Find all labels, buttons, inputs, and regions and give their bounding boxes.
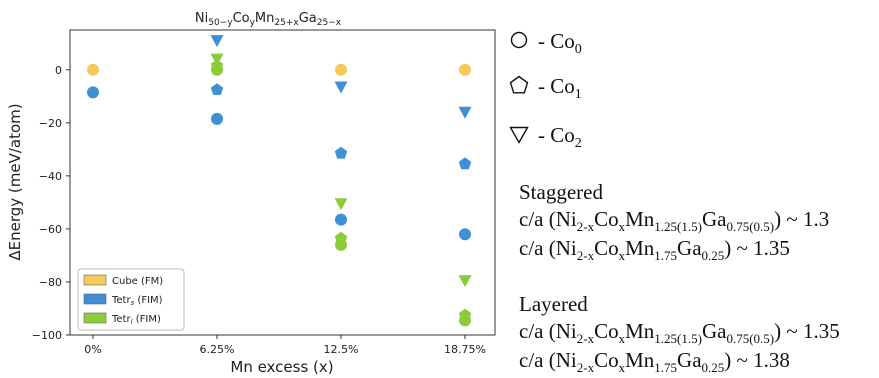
legend-label: Tetrs (FIM): [111, 295, 163, 307]
circle-icon: [510, 31, 528, 49]
y-tick-label: −100: [32, 329, 62, 342]
layered-line-2: c/a (Ni2-xCoxMn1.75Ga0.25) ~ 1.38: [519, 348, 790, 375]
legend-swatch: [83, 293, 107, 305]
triangle-down-icon: [509, 126, 529, 144]
axis-ticks: 0 −20 −40 −60 −80 −100 0% 6.25% 12.5% 18.75%: [32, 64, 486, 356]
data-point-circle: [87, 63, 99, 76]
data-point-circle: [335, 213, 347, 226]
y-tick-label: −40: [39, 170, 62, 183]
x-tick-label: 0%: [84, 343, 101, 356]
legend-swatch: [83, 312, 107, 324]
symbol-key-co2: - Co2: [538, 123, 582, 151]
data-point-pentagon: [334, 146, 348, 159]
y-tick-label: −60: [39, 223, 62, 236]
pentagon-icon: [509, 75, 529, 94]
staggered-notes: Staggered c/a (Ni2-xCoxMn1.25(1.5)Ga0.75…: [519, 180, 829, 265]
layered-notes: Layered c/a (Ni2-xCoxMn1.25(1.5)Ga0.75(0…: [519, 292, 840, 377]
data-point-triangle: [458, 275, 472, 288]
data-point-pentagon: [334, 231, 348, 244]
legend: Cube (FM) Tetrs (FIM) Tetrl (FIM): [77, 268, 185, 331]
data-point-triangle: [334, 81, 348, 94]
layered-heading: Layered: [519, 292, 588, 316]
layered-line-1: c/a (Ni2-xCoxMn1.25(1.5)Ga0.75(0.5)) ~ 1…: [519, 319, 840, 346]
y-tick-label: 0: [55, 64, 62, 77]
data-points: [87, 35, 472, 327]
chart-title: Ni50−yCoyMn25+xGa25−x: [195, 11, 342, 28]
data-point-pentagon: [458, 308, 472, 321]
symbol-key-co1: - Co1: [538, 74, 582, 102]
data-point-triangle: [210, 35, 224, 48]
data-point-circle: [335, 63, 347, 76]
staggered-heading: Staggered: [519, 180, 603, 204]
legend-label: Cube (FM): [112, 276, 163, 287]
x-axis-label: Mn excess (x): [230, 358, 333, 376]
y-tick-label: −80: [39, 276, 62, 289]
data-point-triangle: [210, 53, 224, 66]
x-tick-label: 6.25%: [200, 343, 235, 356]
staggered-line-1: c/a (Ni2-xCoxMn1.25(1.5)Ga0.75(0.5)) ~ 1…: [519, 207, 830, 234]
data-point-pentagon: [458, 157, 472, 170]
data-point-triangle: [458, 106, 472, 119]
data-point-circle: [87, 86, 99, 99]
legend-swatch: [83, 274, 107, 286]
data-point-circle: [459, 228, 471, 241]
y-axis-label: ΔEnergy (meV/atom): [6, 103, 24, 260]
staggered-line-2: c/a (Ni2-xCoxMn1.75Ga0.25) ~ 1.35: [519, 236, 790, 263]
data-point-triangle: [334, 198, 348, 211]
legend-label: Tetrl (FIM): [111, 314, 161, 326]
scatter-chart: Ni50−yCoyMn25+xGa25−x 0−20−40−60−80−1000…: [6, 11, 496, 376]
symbol-key-co0: - Co0: [538, 29, 582, 57]
data-point-pentagon: [210, 83, 224, 95]
x-tick-label: 12.5%: [324, 343, 359, 356]
data-point-circle: [211, 112, 223, 125]
data-point-circle: [459, 63, 471, 76]
y-tick-label: −20: [39, 117, 62, 130]
x-tick-label: 18.75%: [444, 343, 486, 356]
